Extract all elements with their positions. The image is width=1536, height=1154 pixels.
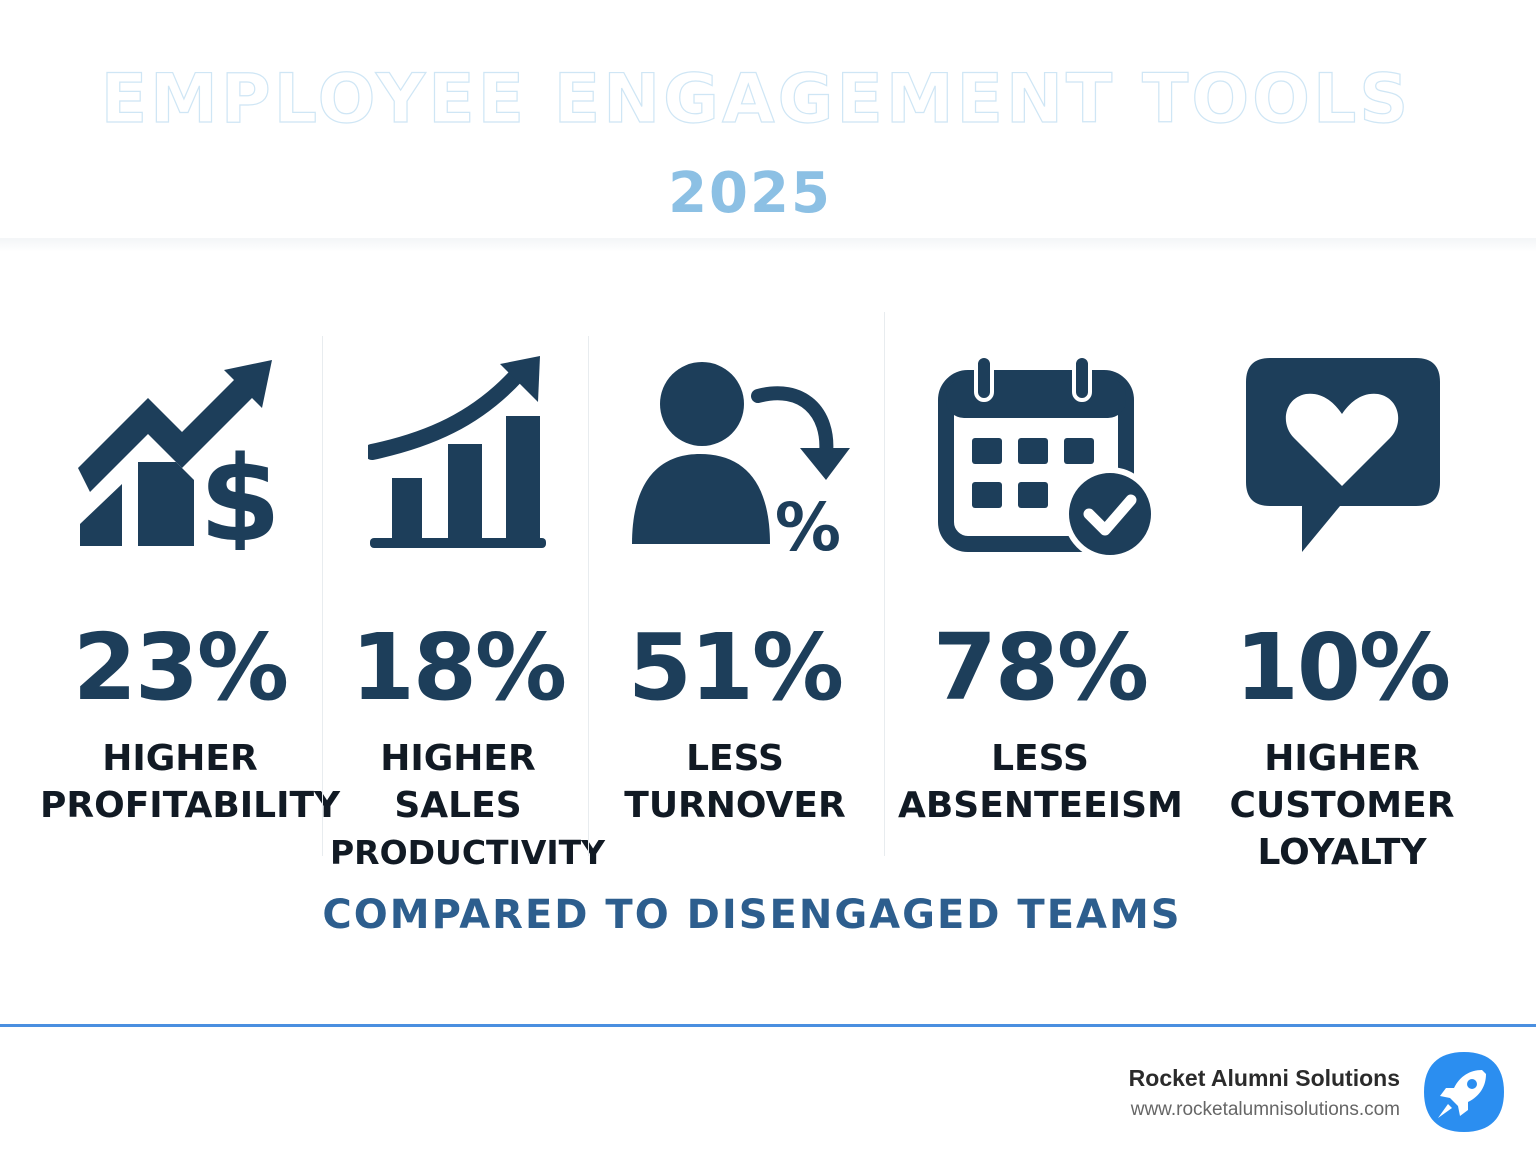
column-divider [322,336,323,856]
brand-name: Rocket Alumni Solutions [1128,1065,1400,1091]
stat-label: LESS TURNOVER [596,735,874,829]
stat-label: LESS ABSENTEEISM [898,735,1183,829]
stat-turnover: % 51% LESS TURNOVER [596,340,874,860]
stat-label-line: CUSTOMER [1229,785,1455,826]
stat-label-line: HIGHER [1264,738,1420,779]
stat-label: HIGHER PROFITABILITY [40,735,341,829]
stat-label-line: PROFITABILITY [40,785,341,826]
stat-label-line: LOYALTY [1257,832,1427,873]
stat-label-line: TURNOVER [624,785,846,826]
stat-value: 10% [1234,614,1451,721]
footer-divider [0,1024,1536,1027]
stat-value: 23% [72,614,289,721]
brand-url: www.rocketalumnisolutions.com [1130,1099,1400,1120]
stat-value: 18% [350,614,567,721]
stat-label-line: HIGHER [102,738,258,779]
stat-label-line: LESS [991,738,1089,779]
stat-value: 78% [932,614,1149,721]
profit-chart-dollar-icon: $ [76,350,286,550]
stat-label-line: HIGHER [380,738,536,779]
comparison-caption: COMPARED TO DISENGAGED TEAMS [322,892,1182,938]
stat-label-line: SALES [394,785,522,826]
stat-label-line: ABSENTEEISM [898,785,1183,826]
calendar-check-icon [938,354,1156,560]
page-year: 2025 [668,161,832,226]
svg-text:$: $ [199,430,281,550]
header-divider [0,238,1536,252]
header: EMPLOYEE ENGAGEMENT TOOLS 2025 [0,0,1536,245]
column-divider [588,336,589,856]
stat-profitability: $ 23% HIGHER PROFITABILITY [40,340,341,860]
svg-text:%: % [775,489,841,558]
stat-sales-productivity: 18% HIGHER SALES PRODUCTIVITY [330,340,605,872]
heart-speech-bubble-icon [1244,356,1444,556]
stat-value: 51% [627,614,844,721]
stat-label: HIGHER SALES PRODUCTIVITY [330,735,606,876]
page-title: EMPLOYEE ENGAGEMENT TOOLS [100,60,1412,139]
person-turnover-percent-icon: % [630,362,852,558]
column-divider [884,312,885,856]
stats-row: $ 23% HIGHER PROFITABILITY 18% HIGHER SA… [0,300,1536,873]
stat-absenteeism: 78% LESS ABSENTEEISM [898,340,1183,860]
stat-customer-loyalty: 10% HIGHER CUSTOMER LOYALTY [1200,340,1484,873]
rocket-icon [1424,1052,1504,1132]
stat-label: HIGHER CUSTOMER LOYALTY [1200,735,1484,876]
sales-growth-chart-icon [368,354,553,550]
stat-label-line: PRODUCTIVITY [330,833,606,872]
stat-label-line: LESS [686,738,784,779]
